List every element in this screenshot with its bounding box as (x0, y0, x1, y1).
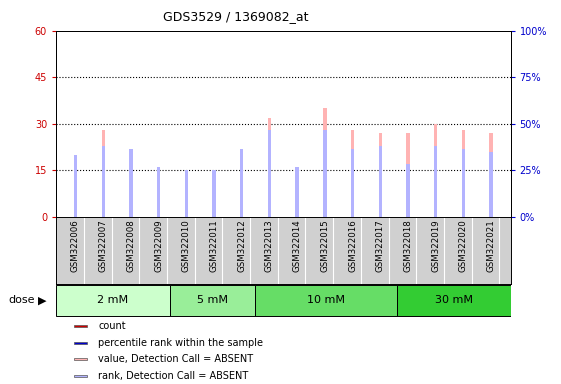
Bar (74, 161, 77, 217)
Text: GSM322016: GSM322016 (348, 219, 357, 272)
Text: GSM322012: GSM322012 (237, 219, 246, 272)
Bar (323, 130, 327, 217)
Text: dose: dose (8, 295, 35, 306)
Text: GSM322021: GSM322021 (486, 219, 495, 272)
Bar (489, 133, 493, 217)
Bar (185, 177, 188, 217)
Text: GSM322013: GSM322013 (265, 219, 274, 272)
Text: GSM322015: GSM322015 (320, 219, 329, 272)
Bar (102, 146, 105, 217)
Bar (379, 133, 382, 217)
Text: GSM322009: GSM322009 (154, 219, 163, 271)
Text: value, Detection Call = ABSENT: value, Detection Call = ABSENT (98, 354, 254, 364)
Bar (434, 124, 438, 217)
Text: GSM322008: GSM322008 (126, 219, 135, 272)
Bar (129, 149, 132, 217)
Text: 30 mM: 30 mM (435, 295, 473, 306)
Text: 2 mM: 2 mM (98, 295, 128, 306)
Text: percentile rank within the sample: percentile rank within the sample (98, 338, 263, 348)
Text: GSM322017: GSM322017 (376, 219, 385, 272)
Text: 5 mM: 5 mM (197, 295, 228, 306)
Bar (268, 130, 271, 217)
Bar (255, 285, 397, 316)
Text: GSM322007: GSM322007 (99, 219, 108, 272)
Bar (240, 155, 243, 217)
Bar (397, 285, 511, 316)
Text: count: count (98, 321, 126, 331)
Bar (157, 167, 160, 217)
Bar (462, 149, 465, 217)
Bar (102, 130, 105, 217)
Bar (213, 174, 215, 217)
Text: GSM322020: GSM322020 (459, 219, 468, 272)
Bar (74, 358, 87, 360)
Text: GSM322011: GSM322011 (210, 219, 219, 272)
Text: GSM322014: GSM322014 (293, 219, 302, 272)
Bar (296, 167, 299, 217)
Bar (489, 152, 493, 217)
Bar (74, 342, 87, 344)
Bar (185, 170, 188, 217)
Bar (351, 130, 354, 217)
Bar (268, 118, 271, 217)
Text: GSM322006: GSM322006 (71, 219, 80, 272)
Text: ▶: ▶ (38, 295, 47, 306)
Text: 10 mM: 10 mM (307, 295, 345, 306)
Bar (434, 146, 438, 217)
Text: GDS3529 / 1369082_at: GDS3529 / 1369082_at (163, 10, 309, 23)
Bar (406, 164, 410, 217)
Bar (129, 152, 132, 217)
Bar (74, 155, 77, 217)
Bar (351, 149, 354, 217)
Bar (323, 108, 327, 217)
Text: GSM322019: GSM322019 (431, 219, 440, 271)
Bar (296, 167, 299, 217)
Bar (213, 170, 215, 217)
Bar (379, 146, 382, 217)
Bar (462, 130, 465, 217)
Text: rank, Detection Call = ABSENT: rank, Detection Call = ABSENT (98, 371, 249, 381)
Bar (169, 285, 255, 316)
Bar (74, 325, 87, 327)
Bar (56, 285, 169, 316)
Bar (406, 133, 410, 217)
Text: GSM322010: GSM322010 (182, 219, 191, 272)
Bar (157, 167, 160, 217)
Text: GSM322018: GSM322018 (403, 219, 412, 272)
Bar (74, 375, 87, 377)
Bar (240, 149, 243, 217)
